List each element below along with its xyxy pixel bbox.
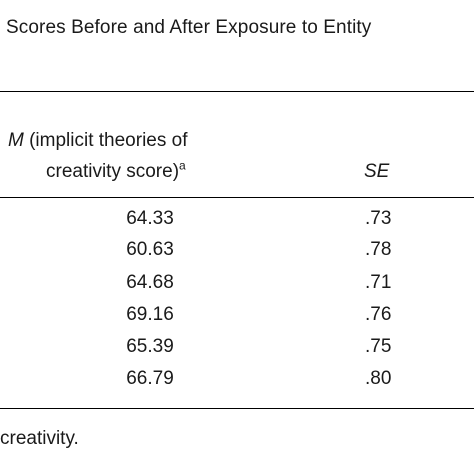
header-rule	[0, 197, 474, 198]
mean-cell: 64.68	[126, 272, 174, 293]
table-row: 69.16 .76	[0, 300, 474, 330]
column-header-mean: M (implicit theories of creativity score…	[8, 125, 188, 187]
table-row: 65.39 .75	[0, 332, 474, 362]
mean-header-line1: (implicit theories of	[23, 130, 188, 151]
mean-cell: 64.33	[126, 208, 174, 229]
table-caption: Scores Before and After Exposure to Enti…	[6, 17, 372, 38]
se-cell: .78	[365, 239, 392, 260]
se-cell: .76	[365, 304, 392, 325]
bottom-rule	[0, 408, 474, 409]
mean-symbol: M	[8, 130, 24, 151]
table-row: 64.33 .73	[0, 204, 474, 234]
se-cell: .80	[365, 368, 392, 389]
se-cell: .75	[365, 336, 392, 357]
table-row: 60.63 .78	[0, 235, 474, 265]
se-cell: .71	[365, 272, 392, 293]
se-cell: .73	[365, 208, 392, 229]
mean-cell: 60.63	[126, 239, 174, 260]
mean-header-line2: creativity score)	[46, 161, 180, 182]
table-row: 64.68 .71	[0, 268, 474, 298]
table-row: 66.79 .80	[0, 364, 474, 394]
mean-cell: 66.79	[126, 368, 174, 389]
mean-header-line2-wrap: creativity score)a	[8, 156, 188, 187]
footnote-marker: a	[179, 158, 186, 173]
top-rule	[0, 91, 474, 92]
table-footnote: creativity.	[0, 428, 79, 449]
mean-cell: 69.16	[126, 304, 174, 325]
mean-cell: 65.39	[126, 336, 174, 357]
column-header-se: SE	[364, 161, 390, 182]
